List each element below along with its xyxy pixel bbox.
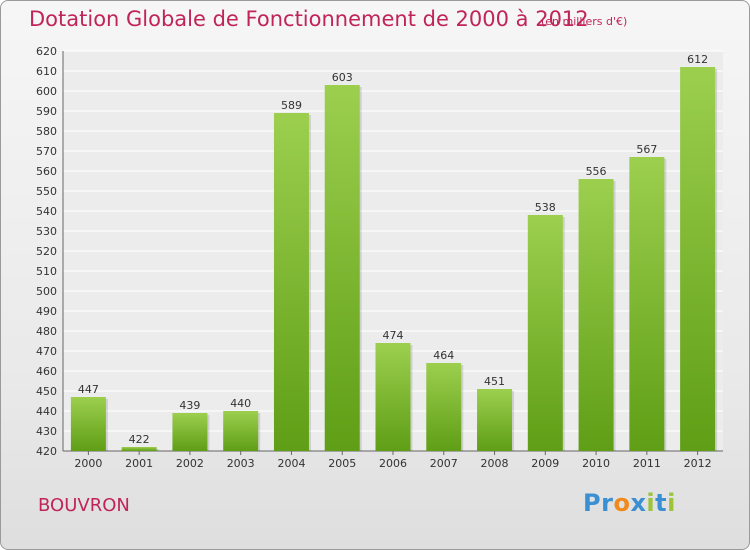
y-tick-label: 560 [36,165,57,178]
chart-title: Dotation Globale de Fonctionnement de 20… [29,7,589,31]
y-tick-label: 620 [36,45,57,58]
x-tick-label: 2002 [176,457,204,470]
y-tick-label: 430 [36,425,57,438]
bar [578,179,614,451]
x-tick-label: 2007 [430,457,458,470]
bar [70,397,106,451]
y-tick-label: 550 [36,185,57,198]
data-label: 556 [586,165,607,178]
proxiti-logo: Proxiti [583,489,676,517]
x-tick-label: 2008 [481,457,509,470]
bar [121,447,157,451]
bar [273,113,309,451]
x-tick-label: 2000 [74,457,102,470]
x-tick-label: 2010 [582,457,610,470]
bar [223,411,259,451]
y-tick-label: 580 [36,125,57,138]
y-tick-label: 610 [36,65,57,78]
logo-letter-i: i [646,489,656,517]
chart-subtitle: (en milliers d'€) [541,15,628,28]
bar [680,67,716,451]
data-label: 440 [230,397,251,410]
y-tick-label: 590 [36,105,57,118]
logo-letter-x: x [630,489,647,517]
y-tick-label: 530 [36,225,57,238]
y-tick-label: 440 [36,405,57,418]
data-label: 422 [129,433,150,446]
x-tick-label: 2003 [227,457,255,470]
data-label: 439 [179,399,200,412]
bar [477,389,513,451]
data-label: 451 [484,375,505,388]
x-tick-label: 2012 [684,457,712,470]
y-tick-label: 500 [36,285,57,298]
x-tick-label: 2011 [633,457,661,470]
place-name: BOUVRON [38,495,130,516]
x-tick-label: 2005 [328,457,356,470]
bar [324,85,360,451]
data-label: 589 [281,99,302,112]
y-tick-label: 480 [36,325,57,338]
y-tick-label: 570 [36,145,57,158]
x-tick-label: 2009 [531,457,559,470]
y-tick-label: 490 [36,305,57,318]
data-label: 464 [433,349,454,362]
logo-letter-i2: i [667,489,676,517]
y-tick-label: 450 [36,385,57,398]
data-label: 603 [332,71,353,84]
data-label: 612 [687,53,708,66]
x-tick-label: 2004 [277,457,305,470]
logo-letter-t: t [655,489,668,517]
logo-letter-o: o [613,489,631,517]
data-label: 447 [78,383,99,396]
data-label: 567 [636,143,657,156]
bar [426,363,462,451]
x-tick-label: 2001 [125,457,153,470]
bar [375,343,411,451]
bar [629,157,665,451]
logo-letter-p: P [583,489,602,517]
bar [172,413,208,451]
x-tick-label: 2006 [379,457,407,470]
bar [527,215,563,451]
y-tick-label: 470 [36,345,57,358]
data-label: 474 [383,329,404,342]
y-tick-label: 520 [36,245,57,258]
y-tick-label: 510 [36,265,57,278]
data-label: 538 [535,201,556,214]
y-tick-label: 460 [36,365,57,378]
y-tick-label: 540 [36,205,57,218]
logo-letter-r: r [601,489,614,517]
y-tick-label: 420 [36,445,57,458]
y-tick-label: 600 [36,85,57,98]
